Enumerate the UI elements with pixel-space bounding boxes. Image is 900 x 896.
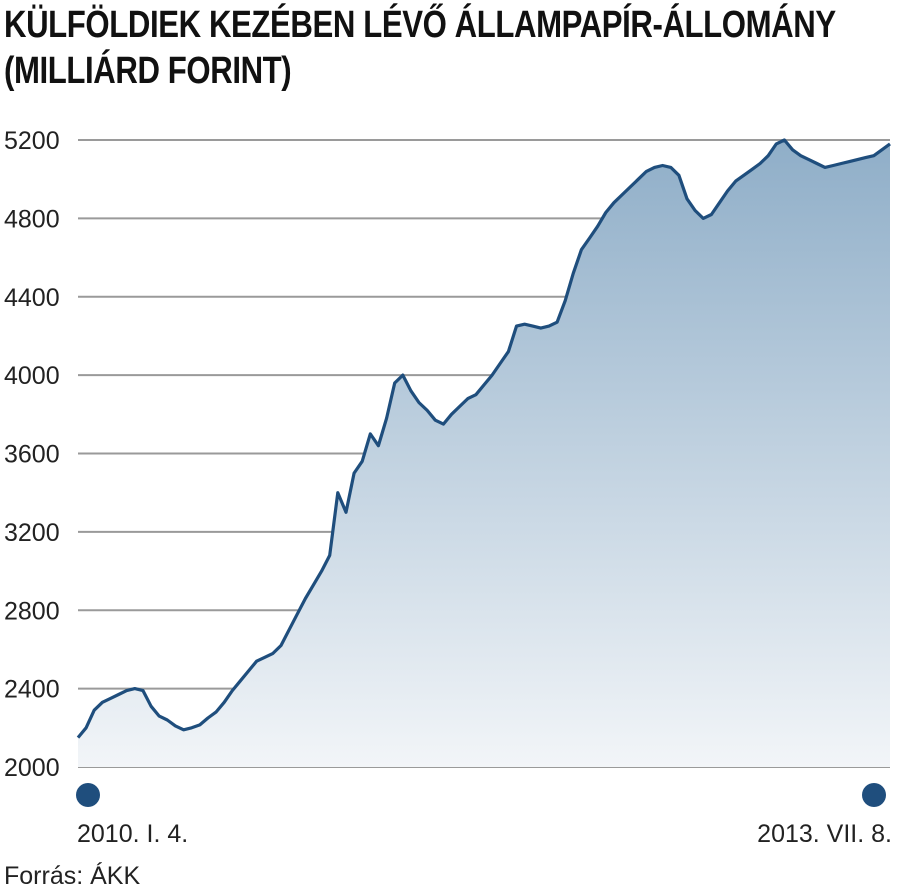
y-tick-label: 4000 <box>4 362 60 390</box>
y-tick-label: 2400 <box>4 676 60 704</box>
y-tick-label: 3200 <box>4 519 60 547</box>
y-tick-label: 4800 <box>4 205 60 233</box>
end-date-label: 2013. VII. 8. <box>757 820 892 848</box>
data-area <box>78 140 890 767</box>
source-note: Forrás: ÁKK <box>4 862 141 890</box>
start-date-label: 2010. I. 4. <box>77 820 189 848</box>
end-marker <box>862 783 886 807</box>
y-tick-label: 2000 <box>4 754 60 782</box>
y-tick-label: 2800 <box>4 597 60 625</box>
y-tick-label: 5200 <box>4 127 60 155</box>
chart-title: KÜLFÖLDIEK KEZÉBEN LÉVŐ ÁLLAMPAPÍR-ÁLLOM… <box>4 2 836 94</box>
data-line <box>76 138 891 739</box>
y-tick-label: 3600 <box>4 441 60 469</box>
chart-subtitle: (MILLIÁRD FORINT) <box>4 50 292 92</box>
chart-title-line: KÜLFÖLDIEK KEZÉBEN LÉVŐ ÁLLAMPAPÍR-ÁLLOM… <box>4 4 836 46</box>
start-marker <box>76 783 100 807</box>
y-tick-label: 4400 <box>4 284 60 312</box>
y-tick-labels: 2000 2400 2800 3200 3600 4000 4400 4800 5200 <box>4 127 60 782</box>
